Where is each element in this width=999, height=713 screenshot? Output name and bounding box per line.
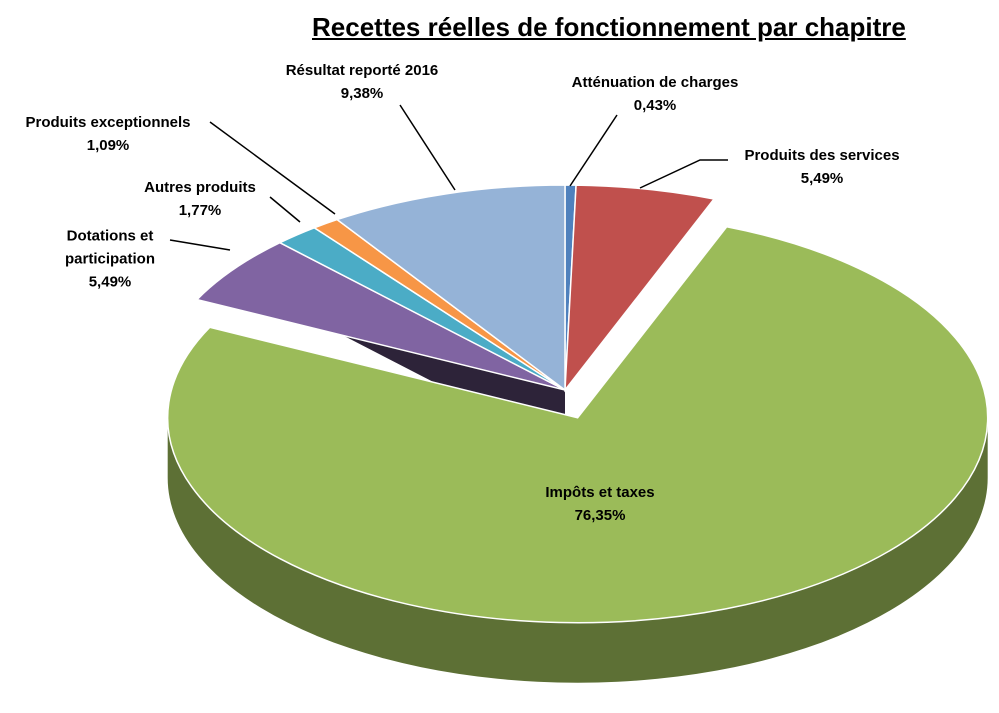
value-label: 5,49% — [800, 170, 844, 187]
value-label: 1,09% — [86, 137, 130, 154]
category-label: Autres produits — [144, 179, 256, 196]
value-label: 1,77% — [178, 202, 222, 219]
category-label: Produits des services — [744, 147, 900, 164]
slice — [195, 241, 566, 391]
category-label: Impôts et taxes — [545, 484, 655, 501]
data-label: Autres produits 1,77% — [144, 176, 256, 222]
category-label: Atténuation de charges — [571, 74, 739, 91]
value-label: 76,35% — [574, 507, 626, 524]
data-label: Dotations et participation 5,49% — [45, 225, 175, 294]
data-label: Résultat reporté 2016 9,38% — [286, 59, 439, 105]
leader-line — [569, 114, 618, 187]
category-label: Produits exceptionnels — [25, 114, 191, 131]
slice — [166, 225, 989, 624]
leader-line — [269, 196, 301, 223]
slice — [335, 184, 566, 392]
chart-title: Recettes réelles de fonctionnement par c… — [312, 12, 906, 42]
value-label: 5,49% — [88, 273, 132, 291]
value-label: 0,43% — [633, 97, 677, 114]
data-label: Produits des services 5,49% — [744, 144, 899, 190]
leader-line — [399, 104, 456, 191]
slice-side — [167, 417, 988, 683]
value-label: 9,38% — [340, 85, 384, 102]
slice — [564, 184, 716, 393]
category-label: Résultat reporté 2016 — [285, 62, 439, 79]
leader-line — [169, 239, 231, 251]
data-label: Atténuation de charges 0,43% — [572, 71, 739, 117]
data-label: Produits exceptionnels 1,09% — [25, 111, 190, 157]
data-label: Impôts et taxes 76,35% — [545, 481, 654, 527]
leader-line — [639, 159, 728, 189]
category-label: Dotations et participation — [64, 227, 155, 268]
leader-line — [209, 121, 336, 215]
